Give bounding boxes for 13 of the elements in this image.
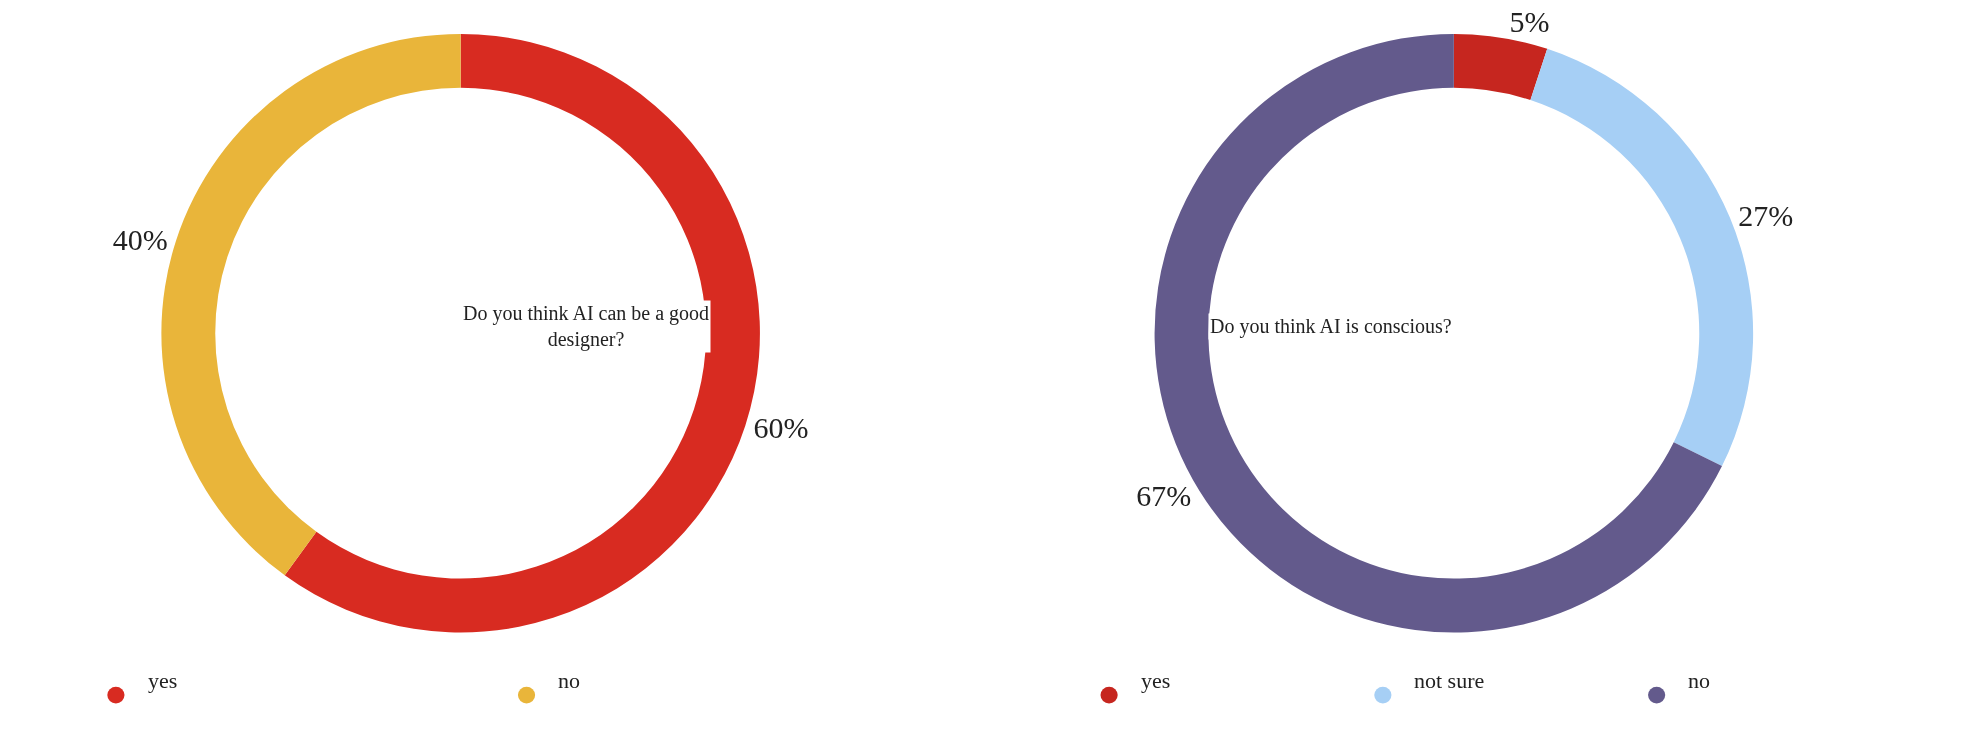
data-label: 67% [1136, 479, 1192, 513]
legend-label: yes [148, 668, 178, 693]
legend-label: no [558, 668, 580, 693]
legend-label: not sure [1414, 668, 1485, 693]
data-label: 5% [1509, 5, 1550, 39]
legend-label: yes [1141, 668, 1171, 693]
data-label: 60% [753, 410, 809, 444]
data-label: 40% [112, 222, 168, 256]
text: Do you think AI is conscious? [1210, 315, 1452, 338]
data-label: 27% [1738, 198, 1794, 232]
donut-slice [1453, 33, 1548, 101]
legend-label: no [1688, 668, 1710, 693]
text: Do you think AI can be a good designer? [463, 302, 710, 351]
